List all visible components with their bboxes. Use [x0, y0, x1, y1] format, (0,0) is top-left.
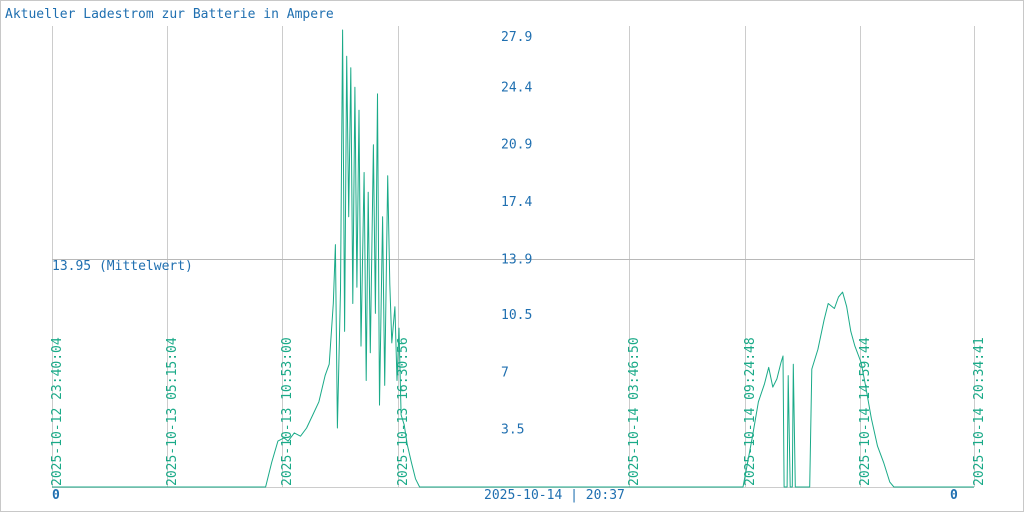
y-tick-label-0: 27.9 [501, 30, 532, 45]
timestamp-label: 2025-10-14 | 20:37 [484, 488, 625, 503]
x-tick-label-1: 2025-10-13 05:15:04 [165, 337, 180, 486]
x-tick-label-3: 2025-10-13 16:30:56 [396, 337, 411, 486]
y-tick-label-1: 24.4 [501, 80, 532, 95]
y-tick-label-6: 7 [501, 365, 509, 380]
x-tick-label-6: 2025-10-14 14:59:44 [858, 337, 873, 486]
y-tick-label-2: 20.9 [501, 138, 532, 153]
x-tick-label-0: 2025-10-12 23:40:04 [50, 337, 65, 486]
y-tick-label-5: 10.5 [501, 308, 532, 323]
y-tick-label-3: 17.4 [501, 195, 532, 210]
y-tick-label-4: 13.9 [501, 252, 532, 267]
series-group [52, 29, 974, 488]
chart-title: Aktueller Ladestrom zur Batterie in Ampe… [5, 7, 334, 22]
mean-value-label: 13.95 (Mittelwert) [52, 259, 193, 274]
x-tick-label-2: 2025-10-13 10:53:00 [280, 337, 295, 486]
y-tick-label-7: 3.5 [501, 423, 524, 438]
y-tick-labels: 27.9 24.4 20.9 17.4 13.9 10.5 7 3.5 [501, 30, 532, 438]
bottom-left-label: 0 [52, 488, 60, 503]
x-tick-label-5: 2025-10-14 09:24:48 [743, 337, 758, 486]
series-line-0 [52, 29, 974, 488]
x-tick-label-7: 2025-10-14 20:34:41 [972, 337, 987, 486]
x-tick-label-4: 2025-10-14 03:46:50 [627, 337, 642, 486]
x-tick-labels: 2025-10-12 23:40:04 2025-10-13 05:15:04 20… [50, 337, 987, 486]
bottom-right-label: 0 [950, 488, 958, 503]
